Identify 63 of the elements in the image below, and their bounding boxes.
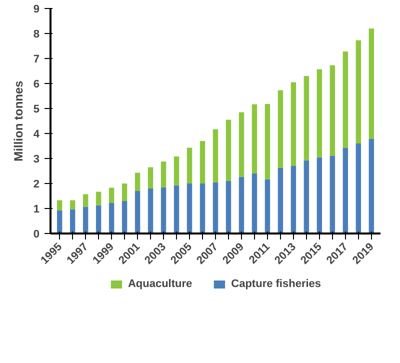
bar (342, 148, 348, 234)
bar (226, 181, 232, 234)
bar (70, 200, 76, 210)
bar (186, 184, 192, 234)
bar (304, 76, 310, 160)
bar (342, 52, 348, 148)
bar (368, 139, 374, 234)
y-tick-label: 4 (33, 128, 40, 140)
bar (316, 69, 322, 158)
bar (226, 120, 232, 181)
bar (264, 179, 270, 234)
bar (96, 192, 102, 206)
bar (278, 90, 284, 168)
bar (264, 104, 270, 180)
bar (356, 40, 362, 144)
y-tick-label: 2 (33, 178, 40, 190)
y-axis-title: Million tonnes (11, 80, 26, 162)
bar (122, 184, 128, 201)
bar (134, 172, 140, 191)
bar (82, 206, 88, 234)
bar (304, 160, 310, 234)
bar (252, 174, 258, 234)
bar (108, 188, 114, 203)
bar (122, 201, 128, 234)
bar (148, 167, 154, 188)
bar (368, 28, 374, 139)
bar (238, 112, 244, 177)
bar (148, 188, 154, 234)
y-tick-label: 3 (33, 154, 40, 166)
bar (252, 104, 258, 174)
bar (174, 156, 180, 186)
bar (316, 157, 322, 234)
bar (96, 205, 102, 234)
bar (70, 209, 76, 234)
bar (200, 141, 206, 184)
bar (290, 166, 296, 234)
bar (212, 129, 218, 182)
legend-label: Capture fisheries (231, 278, 322, 290)
bar (330, 65, 336, 156)
bar (238, 176, 244, 234)
bar (186, 148, 192, 184)
bar (56, 210, 62, 234)
y-tick-label: 0 (33, 228, 40, 240)
legend-label: Aquaculture (128, 278, 192, 290)
bar (212, 182, 218, 234)
bar (82, 194, 88, 207)
bar (160, 162, 166, 188)
bar (56, 200, 62, 210)
bar (290, 82, 296, 166)
y-tick-label: 5 (33, 104, 40, 116)
y-tick-label: 7 (33, 54, 40, 66)
bar (330, 156, 336, 234)
bar (160, 187, 166, 234)
bar (278, 168, 284, 234)
bar (134, 191, 140, 234)
bar (108, 203, 114, 234)
y-tick-label: 8 (33, 28, 40, 40)
bar (174, 185, 180, 234)
bar (200, 184, 206, 234)
y-tick-label: 6 (33, 78, 40, 90)
y-tick-label: 1 (33, 204, 40, 216)
bar (356, 144, 362, 234)
y-tick-label: 9 (33, 4, 40, 16)
